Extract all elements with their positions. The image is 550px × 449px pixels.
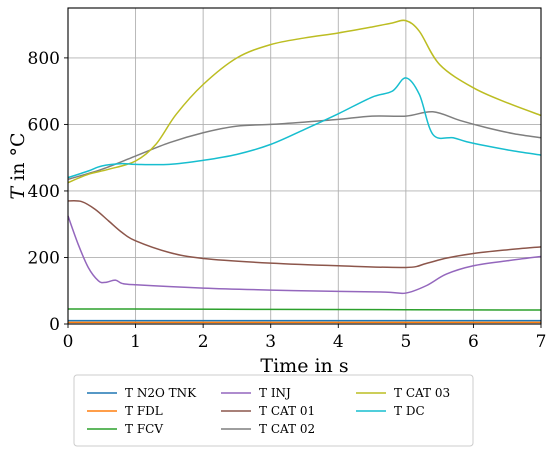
x-tick-label-7: 7 — [536, 332, 547, 352]
series-line-t-fcv — [67, 308, 542, 311]
series-line-t-inj — [67, 215, 542, 295]
x-tick-label-3: 3 — [265, 332, 276, 352]
y-axis-label: T in °C — [7, 132, 29, 199]
plot-frame — [67, 7, 542, 325]
legend-label-t-cat-02: T CAT 02 — [259, 422, 315, 436]
x-tick-label-2: 2 — [198, 332, 209, 352]
y-tick-label-2: 400 — [28, 182, 60, 202]
x-tick-label-6: 6 — [468, 332, 479, 352]
x-tick-label-1: 1 — [130, 332, 141, 352]
series-line-t-cat-03 — [67, 19, 542, 184]
legend-label-t-fcv: T FCV — [125, 422, 163, 436]
axis-ticks: 0 1 2 3 4 5 6 7 0 200 400 600 800 — [28, 49, 547, 352]
legend-label-t-cat-03: T CAT 03 — [394, 386, 450, 400]
legend-label-t-cat-01: T CAT 01 — [259, 404, 315, 418]
legend-label-t-n2o-tnk: T N2O TNK — [125, 386, 197, 400]
y-tick-label-4: 800 — [28, 49, 60, 69]
legend-label-t-dc: T DC — [394, 404, 425, 418]
y-tick-label-3: 600 — [28, 115, 60, 135]
x-tick-label-4: 4 — [333, 332, 344, 352]
y-tick-label-0: 0 — [49, 315, 60, 335]
x-tick-label-5: 5 — [400, 332, 411, 352]
legend-label-t-inj: T INJ — [259, 386, 291, 400]
x-axis-label: Time in s — [260, 355, 348, 377]
x-tick-label-0: 0 — [63, 332, 74, 352]
series-lines — [67, 19, 542, 324]
legend-label-t-fdl: T FDL — [125, 404, 163, 418]
y-axis-label-text: in °C — [7, 132, 29, 186]
series-line-t-dc — [67, 77, 542, 179]
y-tick-label-1: 200 — [28, 248, 60, 268]
legend: T N2O TNK T FDL T FCV T INJ T CAT 01 T CAT 02… — [73, 374, 474, 447]
y-axis-label-symbol: T — [7, 186, 29, 200]
series-line-t-cat-02 — [67, 110, 542, 181]
series-line-t-cat-01 — [67, 200, 542, 269]
